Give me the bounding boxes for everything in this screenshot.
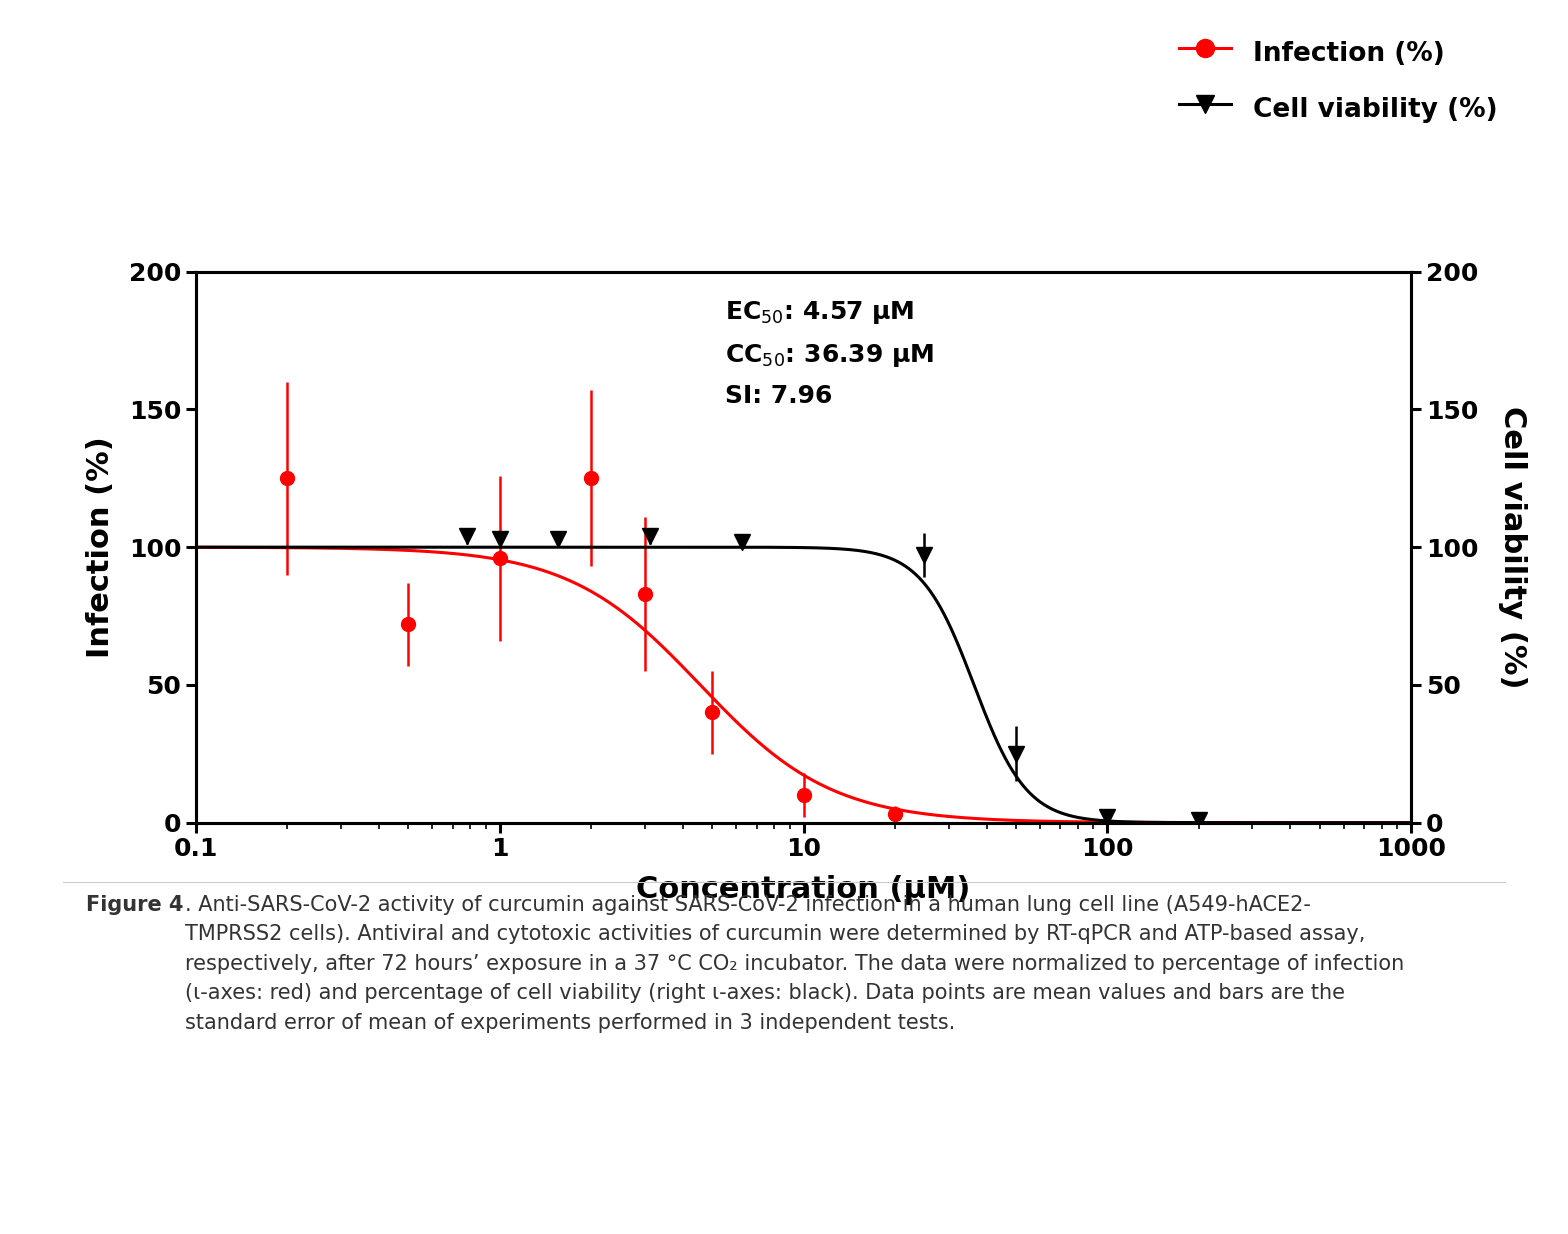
Text: . Anti-SARS-CoV-2 activity of curcumin against SARS-CoV-2 infection in a human l: . Anti-SARS-CoV-2 activity of curcumin a… <box>185 895 1405 1033</box>
Legend: Infection (%), Cell viability (%): Infection (%), Cell viability (%) <box>1168 26 1508 135</box>
Text: EC$_{50}$: 4.57 μM
CC$_{50}$: 36.39 μM
SI: 7.96: EC$_{50}$: 4.57 μM CC$_{50}$: 36.39 μM S… <box>724 299 935 408</box>
Y-axis label: Infection (%): Infection (%) <box>86 437 114 658</box>
Y-axis label: Cell viability (%): Cell viability (%) <box>1497 406 1527 689</box>
Text: Figure 4: Figure 4 <box>86 895 183 914</box>
X-axis label: Concentration (μM): Concentration (μM) <box>637 875 971 906</box>
